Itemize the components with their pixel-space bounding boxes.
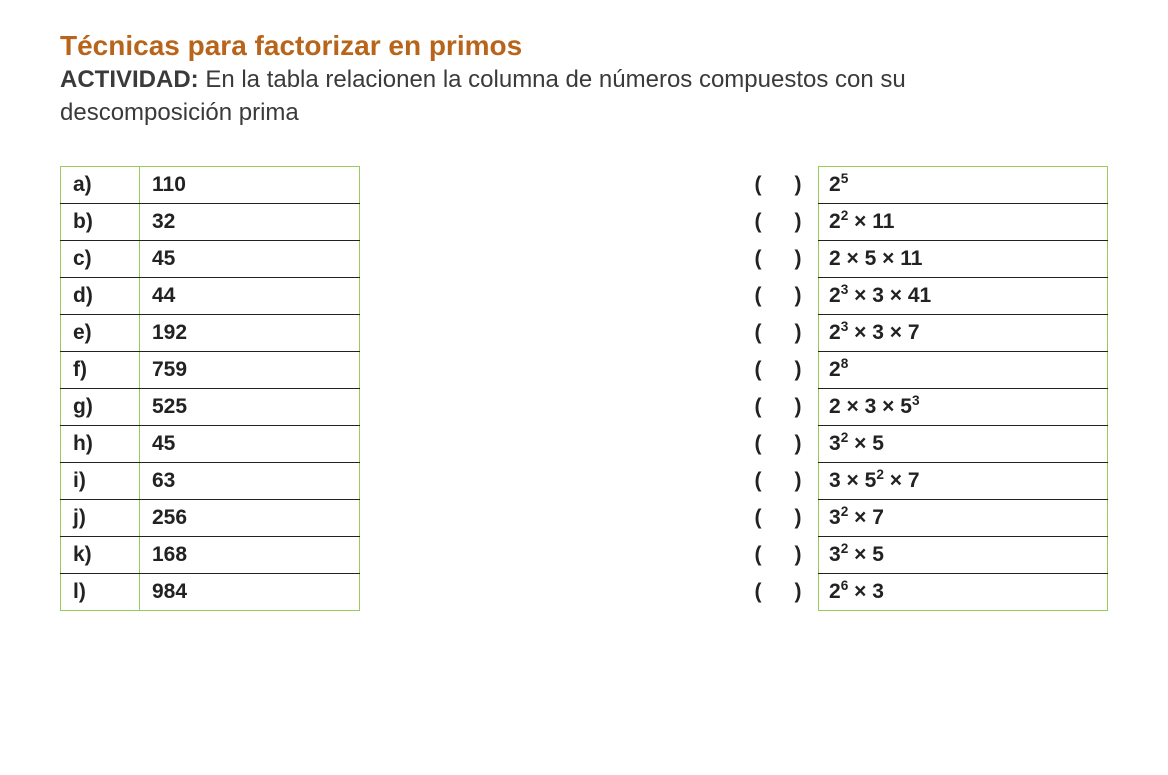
table-row: ()32 × 5 [738, 536, 1108, 573]
answer-slot-open[interactable]: ( [738, 573, 778, 610]
table-row: j)256 [61, 499, 360, 536]
answer-slot-open[interactable]: ( [738, 166, 778, 203]
row-number: 63 [140, 462, 360, 499]
row-label: k) [61, 536, 140, 573]
answer-slot-close[interactable]: ) [778, 240, 819, 277]
answer-slot-close[interactable]: ) [778, 499, 819, 536]
factorization-expression: 32 × 5 [819, 425, 1108, 462]
factorization-expression: 32 × 5 [819, 536, 1108, 573]
table-row: i)63 [61, 462, 360, 499]
answer-slot-close[interactable]: ) [778, 203, 819, 240]
table-row: ()25 [738, 166, 1108, 203]
activity-label: ACTIVIDAD: [60, 66, 199, 93]
row-label: h) [61, 425, 140, 462]
row-number: 45 [140, 425, 360, 462]
table-row: c)45 [61, 240, 360, 277]
row-label: c) [61, 240, 140, 277]
table-row: ()23 × 3 × 7 [738, 314, 1108, 351]
answer-slot-close[interactable]: ) [778, 573, 819, 610]
factorization-expression: 23 × 3 × 7 [819, 314, 1108, 351]
table-row: a)110 [61, 166, 360, 203]
row-label: a) [61, 166, 140, 203]
table-row: e)192 [61, 314, 360, 351]
row-label: g) [61, 388, 140, 425]
factorization-expression: 26 × 3 [819, 573, 1108, 610]
table-row: ()2 × 3 × 53 [738, 388, 1108, 425]
table-row: ()26 × 3 [738, 573, 1108, 610]
answer-slot-close[interactable]: ) [778, 277, 819, 314]
answer-slot-close[interactable]: ) [778, 388, 819, 425]
row-number: 44 [140, 277, 360, 314]
row-label: e) [61, 314, 140, 351]
tables-wrap: a)110b)32c)45d)44e)192f)759g)525h)45i)63… [60, 166, 1108, 611]
factorization-expression: 23 × 3 × 41 [819, 277, 1108, 314]
activity-line-1: ACTIVIDAD: En la tabla relacionen la col… [60, 64, 1108, 96]
row-label: i) [61, 462, 140, 499]
prime-factorization-table: ()25()22 × 11()2 × 5 × 11()23 × 3 × 41()… [738, 166, 1108, 611]
worksheet-page: Técnicas para factorizar en primos ACTIV… [0, 0, 1168, 775]
table-row: ()32 × 5 [738, 425, 1108, 462]
right-table-container: ()25()22 × 11()2 × 5 × 11()23 × 3 × 41()… [738, 166, 1108, 611]
table-row: ()32 × 7 [738, 499, 1108, 536]
page-title: Técnicas para factorizar en primos [60, 30, 1108, 62]
table-row: b)32 [61, 203, 360, 240]
table-row: f)759 [61, 351, 360, 388]
answer-slot-close[interactable]: ) [778, 166, 819, 203]
answer-slot-close[interactable]: ) [778, 351, 819, 388]
row-label: b) [61, 203, 140, 240]
row-number: 32 [140, 203, 360, 240]
factorization-expression: 3 × 52 × 7 [819, 462, 1108, 499]
answer-slot-close[interactable]: ) [778, 314, 819, 351]
factorization-expression: 22 × 11 [819, 203, 1108, 240]
answer-slot-open[interactable]: ( [738, 277, 778, 314]
answer-slot-close[interactable]: ) [778, 425, 819, 462]
table-row: ()2 × 5 × 11 [738, 240, 1108, 277]
factorization-expression: 2 × 5 × 11 [819, 240, 1108, 277]
answer-slot-open[interactable]: ( [738, 203, 778, 240]
answer-slot-open[interactable]: ( [738, 536, 778, 573]
row-number: 525 [140, 388, 360, 425]
table-row: g)525 [61, 388, 360, 425]
row-number: 110 [140, 166, 360, 203]
answer-slot-open[interactable]: ( [738, 388, 778, 425]
row-number: 256 [140, 499, 360, 536]
row-number: 168 [140, 536, 360, 573]
answer-slot-open[interactable]: ( [738, 425, 778, 462]
answer-slot-open[interactable]: ( [738, 499, 778, 536]
factorization-expression: 32 × 7 [819, 499, 1108, 536]
factorization-expression: 28 [819, 351, 1108, 388]
table-row: ()28 [738, 351, 1108, 388]
answer-slot-open[interactable]: ( [738, 351, 778, 388]
row-number: 984 [140, 573, 360, 610]
activity-text-1: En la tabla relacionen la columna de núm… [199, 66, 906, 93]
table-row: h)45 [61, 425, 360, 462]
row-label: l) [61, 573, 140, 610]
answer-slot-close[interactable]: ) [778, 536, 819, 573]
factorization-expression: 25 [819, 166, 1108, 203]
answer-slot-close[interactable]: ) [778, 462, 819, 499]
factorization-expression: 2 × 3 × 53 [819, 388, 1108, 425]
activity-line-2: descomposición prima [60, 97, 1108, 129]
composite-numbers-table: a)110b)32c)45d)44e)192f)759g)525h)45i)63… [60, 166, 360, 611]
table-row: l)984 [61, 573, 360, 610]
row-number: 759 [140, 351, 360, 388]
row-number: 45 [140, 240, 360, 277]
table-row: ()22 × 11 [738, 203, 1108, 240]
answer-slot-open[interactable]: ( [738, 314, 778, 351]
table-row: ()23 × 3 × 41 [738, 277, 1108, 314]
row-number: 192 [140, 314, 360, 351]
row-label: f) [61, 351, 140, 388]
table-row: ()3 × 52 × 7 [738, 462, 1108, 499]
row-label: j) [61, 499, 140, 536]
row-label: d) [61, 277, 140, 314]
table-row: k)168 [61, 536, 360, 573]
answer-slot-open[interactable]: ( [738, 240, 778, 277]
table-row: d)44 [61, 277, 360, 314]
answer-slot-open[interactable]: ( [738, 462, 778, 499]
left-table-container: a)110b)32c)45d)44e)192f)759g)525h)45i)63… [60, 166, 360, 611]
